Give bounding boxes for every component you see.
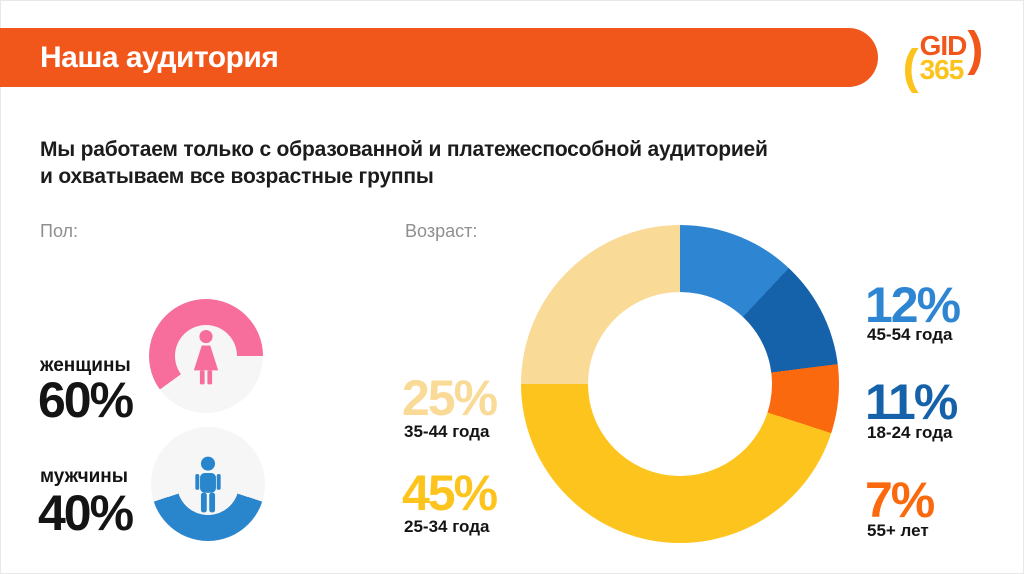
age-pct-35-44: 25% (402, 370, 498, 426)
age-pct-18-24: 11% (865, 374, 958, 430)
intro-line-1: Мы работаем только с образованной и плат… (40, 138, 768, 161)
male-value: 40% (38, 485, 134, 541)
brand-logo: ( GID 365 ) (888, 23, 998, 94)
male-ring-chart (151, 427, 265, 541)
logo-wordmark: GID 365 (919, 30, 968, 85)
age-section-label: Возраст: (405, 221, 478, 241)
female-label: женщины (40, 355, 131, 376)
age-donut-hole (588, 292, 772, 476)
age-pct-45-54: 12% (865, 277, 961, 333)
age-range-45-54: 45-54 года (867, 325, 953, 344)
male-icon (195, 456, 221, 513)
age-range-35-44: 35-44 года (404, 422, 490, 441)
age-range-18-24: 18-24 года (867, 423, 953, 442)
intro-text: Мы работаем только с образованной и плат… (40, 136, 768, 190)
page-title: Наша аудитория (40, 40, 279, 74)
header-bar: Наша аудитория (0, 28, 878, 87)
age-range-25-34: 25-34 года (404, 517, 490, 536)
age-pct-25-34: 45% (402, 465, 498, 521)
logo-paren-right-icon: ) (967, 23, 984, 76)
logo-bottom-text: 365 (919, 54, 965, 85)
logo-top-text: GID (919, 30, 968, 62)
male-label: мужчины (40, 466, 129, 487)
gender-section-label: Пол: (40, 221, 79, 241)
female-value: 60% (38, 372, 134, 428)
age-pct-55plus: 7% (865, 472, 935, 528)
female-ring-chart (149, 299, 263, 413)
intro-line-2: и охватываем все возрастные группы (40, 165, 434, 188)
female-icon (193, 330, 219, 385)
logo-paren-left-icon: ( (902, 41, 919, 94)
age-range-55plus: 55+ лет (867, 521, 929, 540)
age-donut-chart (521, 225, 839, 543)
